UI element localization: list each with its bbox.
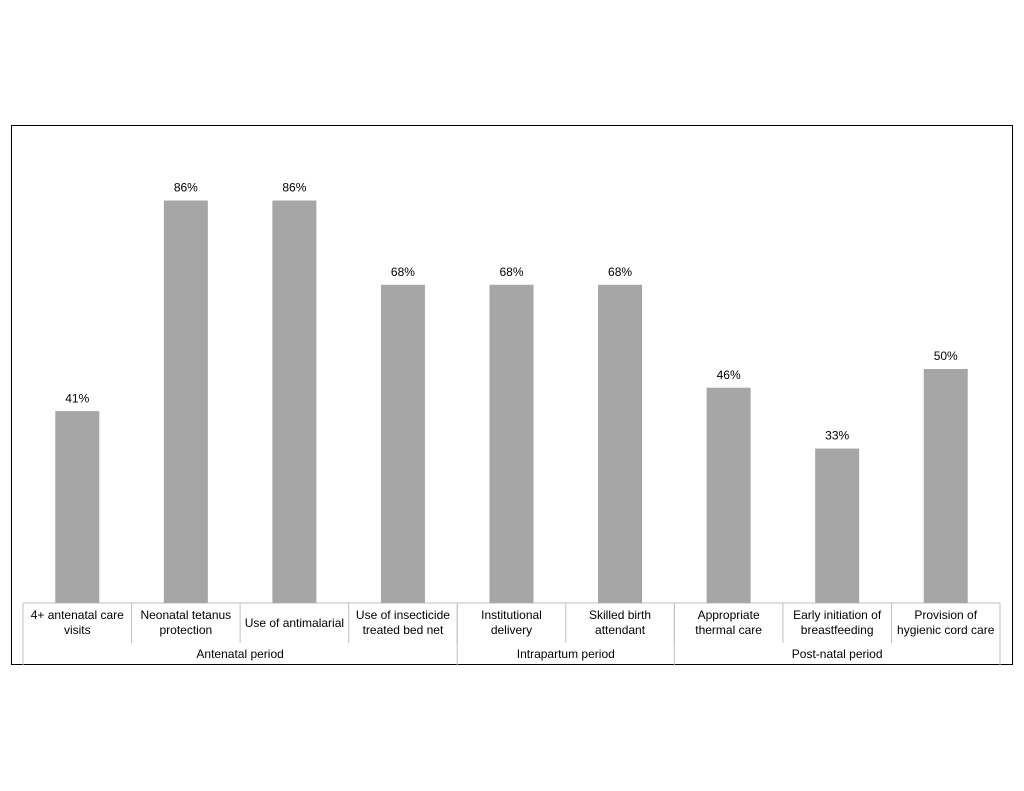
data-label: 86% bbox=[174, 181, 198, 195]
category-label: Provision of hygienic cord care bbox=[897, 608, 995, 637]
category-label: Neonatal tetanus protection bbox=[140, 608, 232, 637]
category-label: Use of insecticide treated bed net bbox=[355, 608, 450, 637]
group-label: Post-natal period bbox=[791, 646, 883, 661]
category-label: Early initiation of breastfeeding bbox=[793, 608, 882, 637]
bar bbox=[706, 387, 751, 603]
data-label: 50% bbox=[934, 349, 958, 363]
data-label: 33% bbox=[825, 429, 849, 443]
category-label: Skilled birth attendant bbox=[589, 608, 652, 637]
chart-frame bbox=[11, 125, 1013, 665]
data-label: 68% bbox=[391, 265, 415, 279]
data-label: 68% bbox=[608, 265, 632, 279]
data-label: 86% bbox=[282, 181, 306, 195]
category-label: Use of antimalarial bbox=[244, 615, 345, 630]
bar bbox=[163, 200, 208, 603]
data-label: 41% bbox=[65, 391, 89, 405]
bar bbox=[489, 284, 534, 603]
data-label: 46% bbox=[717, 368, 741, 382]
bar bbox=[598, 284, 643, 603]
bar bbox=[815, 448, 860, 603]
bar bbox=[923, 369, 968, 603]
category-label: Institutional delivery bbox=[481, 608, 542, 637]
bar bbox=[272, 200, 317, 603]
data-label: 68% bbox=[499, 265, 523, 279]
category-label: 4+ antenatal care visits bbox=[30, 608, 124, 637]
group-label: Antenatal period bbox=[196, 646, 284, 661]
category-label: Appropriate thermal care bbox=[695, 608, 762, 637]
bar bbox=[380, 284, 425, 603]
bar bbox=[55, 411, 100, 603]
group-label: Intrapartum period bbox=[516, 646, 615, 661]
